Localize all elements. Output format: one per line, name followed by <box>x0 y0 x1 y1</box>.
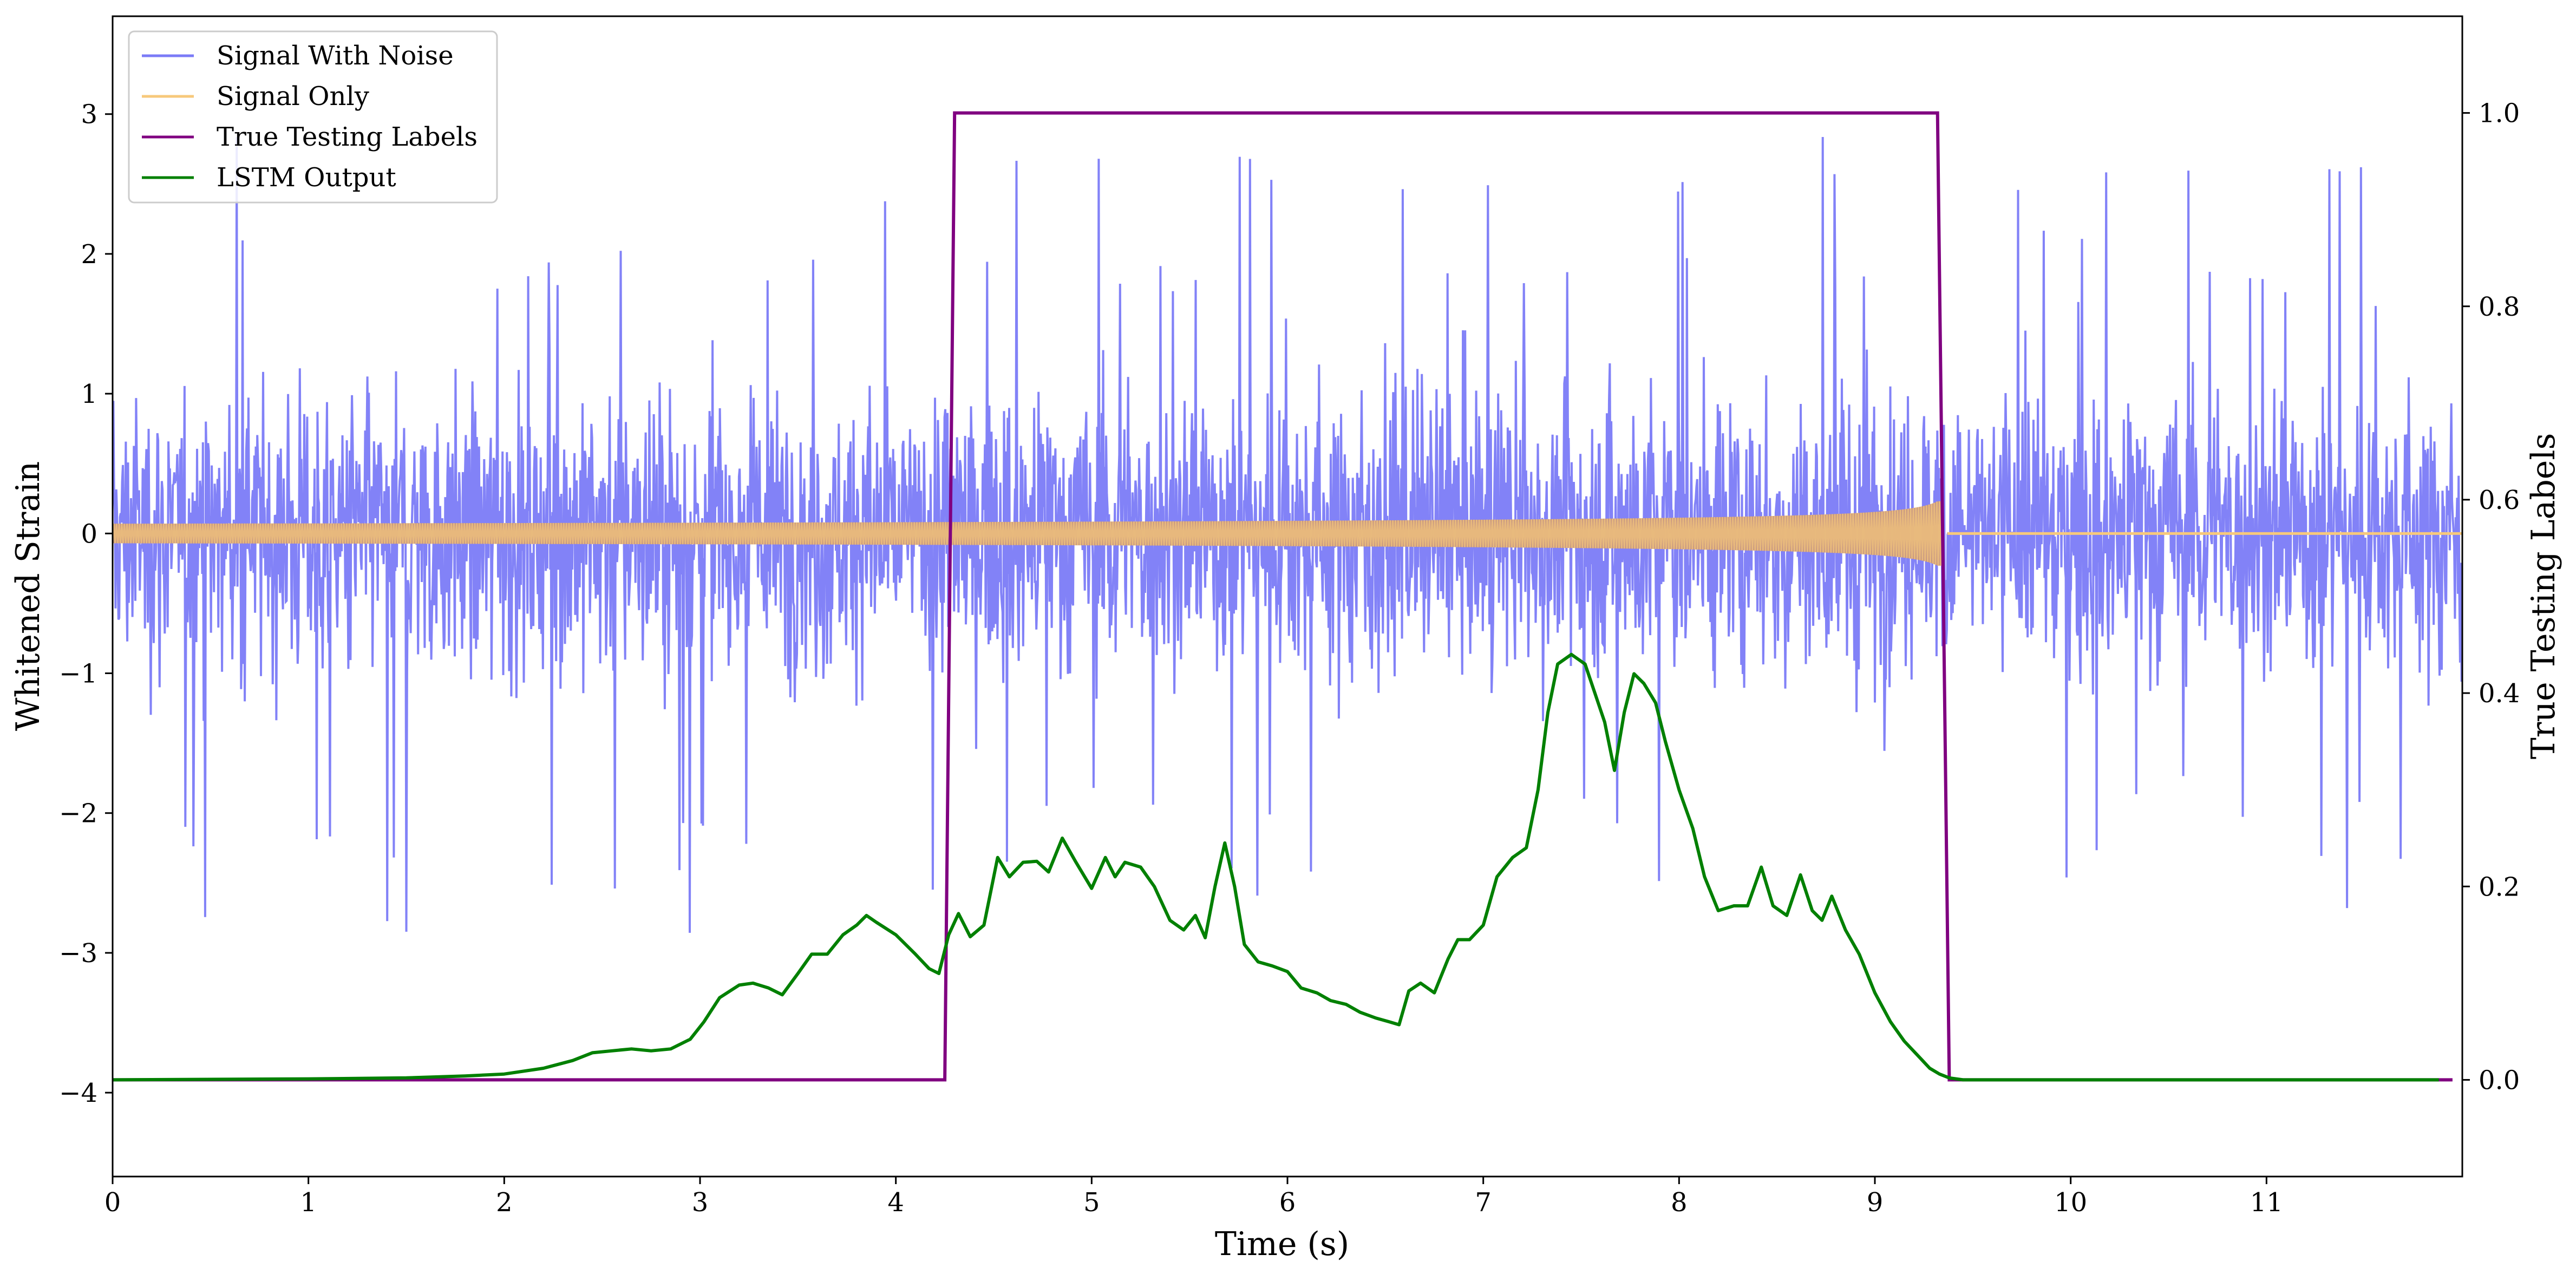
y-tick-label-right: 1.0 <box>2479 99 2520 129</box>
x-tick-label: 1 <box>300 1187 317 1218</box>
y-tick-label-left: 3 <box>81 100 97 130</box>
x-tick-label: 0 <box>104 1187 121 1218</box>
x-tick-label: 9 <box>1867 1187 1884 1218</box>
y-tick-label-left: −3 <box>59 938 97 969</box>
series-lstm-output <box>113 652 2439 1082</box>
y-tick-label-left: 0 <box>81 519 97 549</box>
y-tick-label-right: 0.0 <box>2479 1065 2520 1095</box>
x-tick-label: 8 <box>1671 1187 1688 1218</box>
y-tick-label-right: 0.2 <box>2479 872 2520 902</box>
legend-label-true-testing-labels: True Testing Labels <box>217 122 478 152</box>
x-axis-title: Time (s) <box>1215 1225 1349 1263</box>
x-tick-label: 10 <box>2054 1187 2087 1218</box>
y-tick-label-right: 0.6 <box>2479 485 2520 515</box>
y-tick-label-left: 2 <box>81 239 97 270</box>
x-tick-label: 11 <box>2250 1187 2283 1218</box>
x-tick-label: 3 <box>692 1187 709 1218</box>
y-tick-label-left: −1 <box>59 659 97 689</box>
y-axis-right-title: True Testing Labels <box>2525 433 2562 760</box>
x-tick-label: 6 <box>1279 1187 1296 1218</box>
legend-label-lstm-output: LSTM Output <box>217 162 396 193</box>
x-tick-label: 2 <box>496 1187 513 1218</box>
plot-area <box>113 111 2462 1082</box>
y-axis-left-title: Whitened Strain <box>9 461 47 731</box>
y-axis-left: −4 −3 −2 −1 0 1 2 3 <box>59 100 113 1108</box>
y-tick-label-left: −4 <box>59 1078 97 1108</box>
legend-label-signal-only: Signal Only <box>217 81 369 112</box>
x-axis: 0 1 2 3 4 5 6 7 8 9 10 11 <box>104 1177 2283 1218</box>
legend-label-signal-with-noise: Signal With Noise <box>217 41 454 71</box>
legend-box <box>128 30 498 204</box>
x-tick-label: 5 <box>1083 1187 1100 1218</box>
x-tick-label: 4 <box>887 1187 904 1218</box>
series-signal-only <box>113 501 1945 566</box>
y-tick-label-right: 0.4 <box>2479 678 2520 709</box>
x-tick-label: 7 <box>1475 1187 1492 1218</box>
y-tick-label-left: 1 <box>81 379 97 409</box>
y-tick-label-left: −2 <box>59 799 97 829</box>
y-axis-right: 0.0 0.2 0.4 0.6 0.8 1.0 <box>2462 99 2520 1095</box>
y-tick-label-right: 0.8 <box>2479 292 2520 322</box>
legend: Signal With Noise Signal Only True Testi… <box>128 30 498 204</box>
